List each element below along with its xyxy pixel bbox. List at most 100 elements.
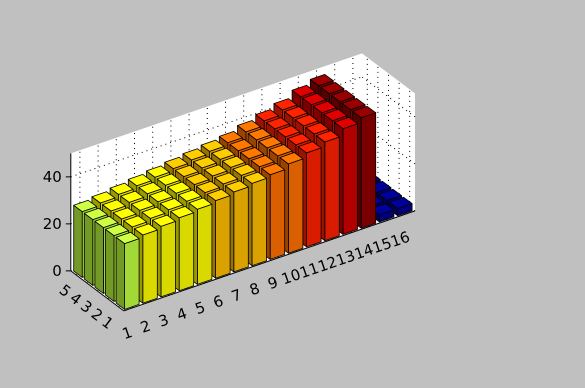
bar-top-face <box>240 146 264 160</box>
x-tick-label: 16 <box>388 228 412 251</box>
bar-top-face <box>255 109 280 122</box>
bar-top-face <box>305 122 330 135</box>
bar-top-face <box>91 191 116 204</box>
bar-top-face <box>247 128 272 141</box>
bar-top-face <box>232 163 257 176</box>
bar-front-face <box>233 186 249 273</box>
bar-top-face <box>182 148 207 161</box>
bar-top-face <box>146 165 170 178</box>
bar-top-face <box>167 181 192 194</box>
bar-top-face <box>123 215 148 228</box>
bar-top-face <box>294 114 319 127</box>
bar-top-face <box>352 106 377 119</box>
x-tick-label: 10 <box>279 265 303 288</box>
x-tick-label: 2 <box>138 317 153 337</box>
bar-top-face <box>206 188 231 202</box>
bar-top-face <box>297 141 322 154</box>
bar-top-face <box>115 231 140 245</box>
bar-top-face <box>127 173 152 187</box>
bar-top-face <box>159 197 184 211</box>
x-tick-label: 4 <box>174 304 189 324</box>
bar-top-face <box>229 138 254 152</box>
bar-top-face <box>177 189 202 202</box>
bar-front-face <box>342 123 358 235</box>
bar-top-face <box>258 136 283 149</box>
bar-side-face <box>115 236 125 310</box>
bar-top-face <box>211 147 236 160</box>
x-tick-label: 12 <box>316 253 340 276</box>
x-tick-label: 5 <box>193 298 208 318</box>
grid-line <box>361 76 416 118</box>
bar-front-face <box>287 158 304 254</box>
bar-top-face <box>312 100 337 114</box>
bar-top-face <box>250 154 275 168</box>
x-tick-label: 13 <box>334 246 358 269</box>
bar-top-face <box>388 196 413 210</box>
bar-top-face <box>73 199 98 213</box>
x-tick-label: 8 <box>247 279 262 299</box>
bar-top-face <box>302 92 327 106</box>
bar-front-face <box>215 195 231 279</box>
bar-top-face <box>203 164 228 177</box>
bar-top-face <box>214 172 239 185</box>
x-tick-label: 7 <box>229 286 244 306</box>
bar-side-face <box>94 220 104 294</box>
bar-top-face <box>112 207 137 220</box>
bar-top-face <box>243 171 267 184</box>
bar-top-face <box>94 215 119 229</box>
bar-side-face <box>105 228 115 302</box>
bar-top-face <box>185 172 210 186</box>
bar-top-face <box>102 199 126 212</box>
bar-front-face <box>324 136 340 242</box>
z-tick-label: 0 <box>52 262 62 280</box>
bar-top-face <box>109 182 134 195</box>
bar-front-face <box>142 229 158 304</box>
bar-top-face <box>149 189 173 203</box>
x-tick-label: 1 <box>120 323 135 343</box>
bar-top-face <box>164 156 189 170</box>
bar-top-face <box>341 98 366 111</box>
bar-top-face <box>265 117 290 130</box>
bar-top-face <box>279 152 304 165</box>
bar-top-face <box>138 181 163 195</box>
bar-front-face <box>160 220 176 298</box>
bar-top-face <box>315 130 340 143</box>
bar-top-face <box>323 108 348 122</box>
bar-top-face <box>170 205 195 219</box>
z-tick-label: 20 <box>43 215 62 233</box>
bar-top-face <box>130 198 155 211</box>
x-tick-label: 6 <box>211 292 226 312</box>
bar-top-face <box>261 162 286 176</box>
bar-side-face <box>83 212 94 286</box>
bar-front-face <box>251 177 267 267</box>
bar-top-face <box>218 130 243 144</box>
bar-side-face <box>73 204 83 278</box>
bar-front-face <box>124 238 140 310</box>
bar-top-face <box>174 164 199 178</box>
bar-top-face <box>378 188 402 202</box>
bar-top-face <box>309 74 334 87</box>
bar-top-face <box>120 190 145 203</box>
x-tick-label: 3 <box>156 311 171 331</box>
bar-top-face <box>193 156 217 169</box>
bar-top-face <box>221 155 246 168</box>
bar-front-face <box>360 112 377 229</box>
bar-top-face <box>273 98 298 111</box>
bar-top-face <box>334 116 358 130</box>
bar-top-face <box>133 223 158 236</box>
bar-top-face <box>284 106 308 119</box>
bar-front-face <box>196 203 213 285</box>
z-tick-label: 40 <box>43 168 62 186</box>
bar-1-1 <box>115 231 140 310</box>
bar-top-face <box>291 84 316 98</box>
bar-top-face <box>237 120 261 133</box>
bar-top-face <box>268 144 293 157</box>
x-tick-label: 9 <box>265 273 280 293</box>
bar-top-face <box>156 173 181 186</box>
bar-front-face <box>306 147 322 248</box>
bar-1-8 <box>243 171 267 267</box>
bar-top-face <box>224 180 249 193</box>
x-tick-label: 14 <box>352 240 376 263</box>
bar-top-face <box>287 133 311 146</box>
